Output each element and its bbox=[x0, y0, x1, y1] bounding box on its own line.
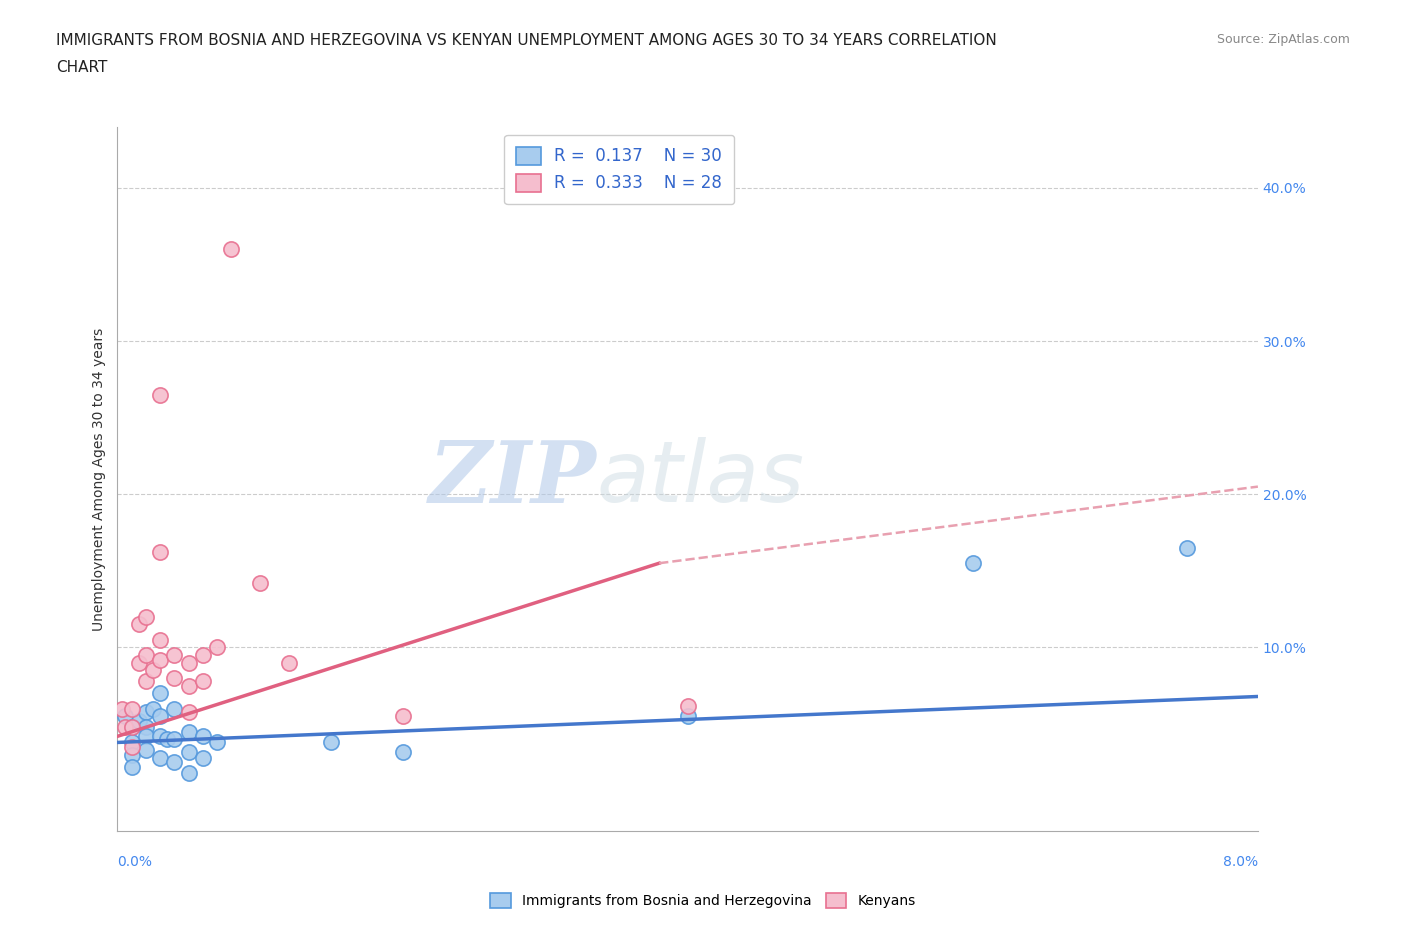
Text: ZIP: ZIP bbox=[429, 437, 596, 521]
Point bbox=[177, 765, 200, 780]
Point bbox=[149, 709, 172, 724]
Point bbox=[149, 729, 172, 744]
Point bbox=[1175, 540, 1198, 555]
Point bbox=[249, 576, 271, 591]
Point bbox=[149, 545, 172, 560]
Point bbox=[135, 647, 157, 662]
Point bbox=[177, 724, 200, 739]
Point bbox=[128, 713, 150, 728]
Point bbox=[321, 735, 343, 750]
Point bbox=[177, 656, 200, 671]
Point bbox=[135, 743, 157, 758]
Point bbox=[163, 732, 186, 747]
Point bbox=[391, 744, 413, 759]
Point bbox=[149, 686, 172, 701]
Point bbox=[128, 617, 150, 631]
Y-axis label: Unemployment Among Ages 30 to 34 years: Unemployment Among Ages 30 to 34 years bbox=[93, 327, 107, 631]
Point bbox=[177, 678, 200, 693]
Point bbox=[135, 720, 157, 735]
Point bbox=[163, 755, 186, 770]
Point bbox=[207, 735, 229, 750]
Point bbox=[121, 720, 143, 735]
Point bbox=[149, 652, 172, 667]
Point bbox=[391, 709, 413, 724]
Point bbox=[135, 729, 157, 744]
Point bbox=[114, 709, 136, 724]
Text: 0.0%: 0.0% bbox=[118, 855, 152, 869]
Point bbox=[676, 709, 699, 724]
Point bbox=[121, 735, 143, 750]
Point bbox=[962, 556, 984, 571]
Point bbox=[177, 744, 200, 759]
Point bbox=[142, 701, 165, 716]
Point bbox=[135, 673, 157, 688]
Point bbox=[142, 663, 165, 678]
Point bbox=[149, 632, 172, 647]
Point bbox=[149, 387, 172, 402]
Point bbox=[149, 751, 172, 765]
Point bbox=[156, 732, 179, 747]
Text: CHART: CHART bbox=[56, 60, 108, 75]
Point bbox=[163, 671, 186, 685]
Point bbox=[121, 701, 143, 716]
Point bbox=[163, 701, 186, 716]
Point bbox=[191, 729, 214, 744]
Point bbox=[111, 701, 134, 716]
Legend: R =  0.137    N = 30, R =  0.333    N = 28: R = 0.137 N = 30, R = 0.333 N = 28 bbox=[505, 135, 734, 204]
Point bbox=[277, 656, 299, 671]
Point bbox=[114, 720, 136, 735]
Point bbox=[177, 704, 200, 719]
Point bbox=[121, 760, 143, 775]
Point bbox=[135, 704, 157, 719]
Point bbox=[207, 640, 229, 655]
Point bbox=[163, 647, 186, 662]
Point bbox=[221, 242, 243, 257]
Point bbox=[135, 609, 157, 624]
Point bbox=[128, 656, 150, 671]
Point bbox=[191, 751, 214, 765]
Point bbox=[121, 748, 143, 763]
Text: IMMIGRANTS FROM BOSNIA AND HERZEGOVINA VS KENYAN UNEMPLOYMENT AMONG AGES 30 TO 3: IMMIGRANTS FROM BOSNIA AND HERZEGOVINA V… bbox=[56, 33, 997, 47]
Text: atlas: atlas bbox=[596, 437, 804, 521]
Point bbox=[191, 647, 214, 662]
Text: 8.0%: 8.0% bbox=[1223, 855, 1258, 869]
Point bbox=[121, 739, 143, 754]
Text: Source: ZipAtlas.com: Source: ZipAtlas.com bbox=[1216, 33, 1350, 46]
Point bbox=[676, 698, 699, 713]
Point bbox=[191, 673, 214, 688]
Legend: Immigrants from Bosnia and Herzegovina, Kenyans: Immigrants from Bosnia and Herzegovina, … bbox=[485, 888, 921, 914]
Point bbox=[121, 720, 143, 735]
